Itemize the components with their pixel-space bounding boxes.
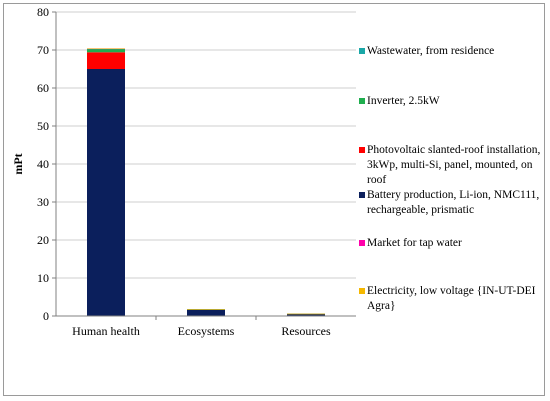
x-category-labels: Human health Ecosystems Resources bbox=[72, 324, 331, 338]
y-tick-label: 70 bbox=[37, 43, 49, 57]
x-category-label: Human health bbox=[72, 324, 140, 338]
bar-segment bbox=[287, 313, 325, 315]
legend-label: Market for tap water bbox=[367, 237, 462, 249]
y-tick-label: 60 bbox=[37, 81, 49, 95]
bar-segment bbox=[87, 69, 125, 316]
legend-label: Photovoltaic slanted-roof installation, … bbox=[367, 144, 541, 186]
y-tick-label: 40 bbox=[37, 157, 49, 171]
bar-segment bbox=[287, 313, 325, 316]
legend-item-photovoltaic: Photovoltaic slanted-roof installation, … bbox=[359, 143, 545, 188]
legend-item-battery: Battery production, Li-ion, NMC111, rech… bbox=[359, 188, 545, 218]
y-tick-label: 80 bbox=[37, 5, 49, 19]
legend-item-inverter: Inverter, 2.5kW bbox=[359, 94, 545, 109]
x-category-label: Resources bbox=[281, 324, 331, 338]
bar-segment bbox=[187, 309, 225, 316]
bars bbox=[87, 48, 325, 316]
legend-swatch bbox=[359, 192, 365, 198]
y-tick-labels: 0 10 20 30 40 50 60 70 80 bbox=[37, 5, 49, 323]
legend-item-electricity: Electricity, low voltage {IN-UT-DEI Agra… bbox=[359, 284, 545, 314]
bar-segment bbox=[187, 309, 225, 310]
x-category-label: Ecosystems bbox=[178, 324, 235, 338]
bar-segment bbox=[87, 52, 125, 69]
legend-swatch bbox=[359, 98, 365, 104]
bar-segment bbox=[87, 48, 125, 49]
y-tick-label: 30 bbox=[37, 195, 49, 209]
legend-item-tap-water: Market for tap water bbox=[359, 236, 545, 251]
axes bbox=[55, 12, 356, 320]
legend-label: Inverter, 2.5kW bbox=[367, 95, 440, 107]
y-axis-label: mPt bbox=[11, 153, 25, 174]
y-tick-label: 20 bbox=[37, 233, 49, 247]
y-tick-label: 50 bbox=[37, 119, 49, 133]
legend-swatch bbox=[359, 48, 365, 54]
bar-segment bbox=[87, 48, 125, 53]
legend-swatch bbox=[359, 240, 365, 246]
y-tick-label: 10 bbox=[37, 271, 49, 285]
legend-swatch bbox=[359, 147, 365, 153]
legend-swatch bbox=[359, 288, 365, 294]
legend-item-wastewater: Wastewater, from residence bbox=[359, 44, 545, 59]
legend-label: Electricity, low voltage {IN-UT-DEI Agra… bbox=[367, 285, 536, 312]
y-tick-label: 0 bbox=[43, 309, 49, 323]
legend-label: Wastewater, from residence bbox=[367, 45, 495, 57]
legend-label: Battery production, Li-ion, NMC111, rech… bbox=[367, 189, 540, 216]
